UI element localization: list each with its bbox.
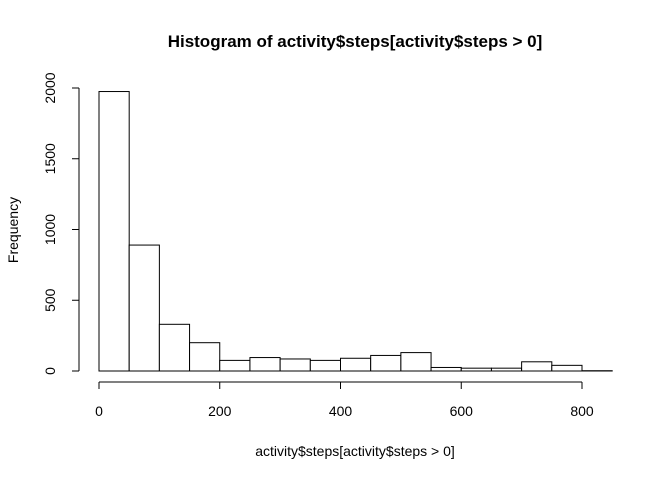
histogram-bar-3 [189,342,221,372]
y-tick-label: 500 [42,288,58,312]
histogram-bar-14 [521,361,553,372]
histogram-bar-12 [460,367,492,372]
histogram-bar-6 [279,358,311,372]
x-tick-label: 800 [570,403,594,419]
x-axis: 0 200 400 600 800 [95,381,594,419]
histogram-bar-7 [309,359,341,372]
y-axis: 0 500 1000 1500 2000 [42,72,80,375]
y-tick-label: 1000 [42,214,58,245]
x-tick-label: 600 [450,403,474,419]
x-axis-label: activity$steps[activity$steps > 0] [255,443,455,459]
y-tick-label: 2000 [42,72,58,103]
histogram-bar-8 [340,357,372,372]
histogram-bar-0 [98,91,130,372]
histogram-bar-13 [490,367,523,372]
histogram-bar-2 [158,323,191,372]
x-tick-label: 200 [208,403,232,419]
y-tick-label: 1500 [42,143,58,174]
histogram-bar-11 [430,366,462,372]
x-tick-label: 0 [95,403,103,419]
histogram-bar-10 [400,352,432,372]
histogram-bar-9 [370,354,402,372]
histogram-bar-4 [219,359,251,372]
histogram-bar-15 [551,364,583,372]
histogram-bar-1 [128,244,160,372]
chart-title: Histogram of activity$steps[activity$ste… [168,32,543,51]
y-tick-label: 0 [42,367,58,375]
y-axis-label: Frequency [5,197,21,263]
x-tick-label: 400 [329,403,353,419]
histogram-bar-5 [249,357,281,372]
bars-group [98,91,613,372]
